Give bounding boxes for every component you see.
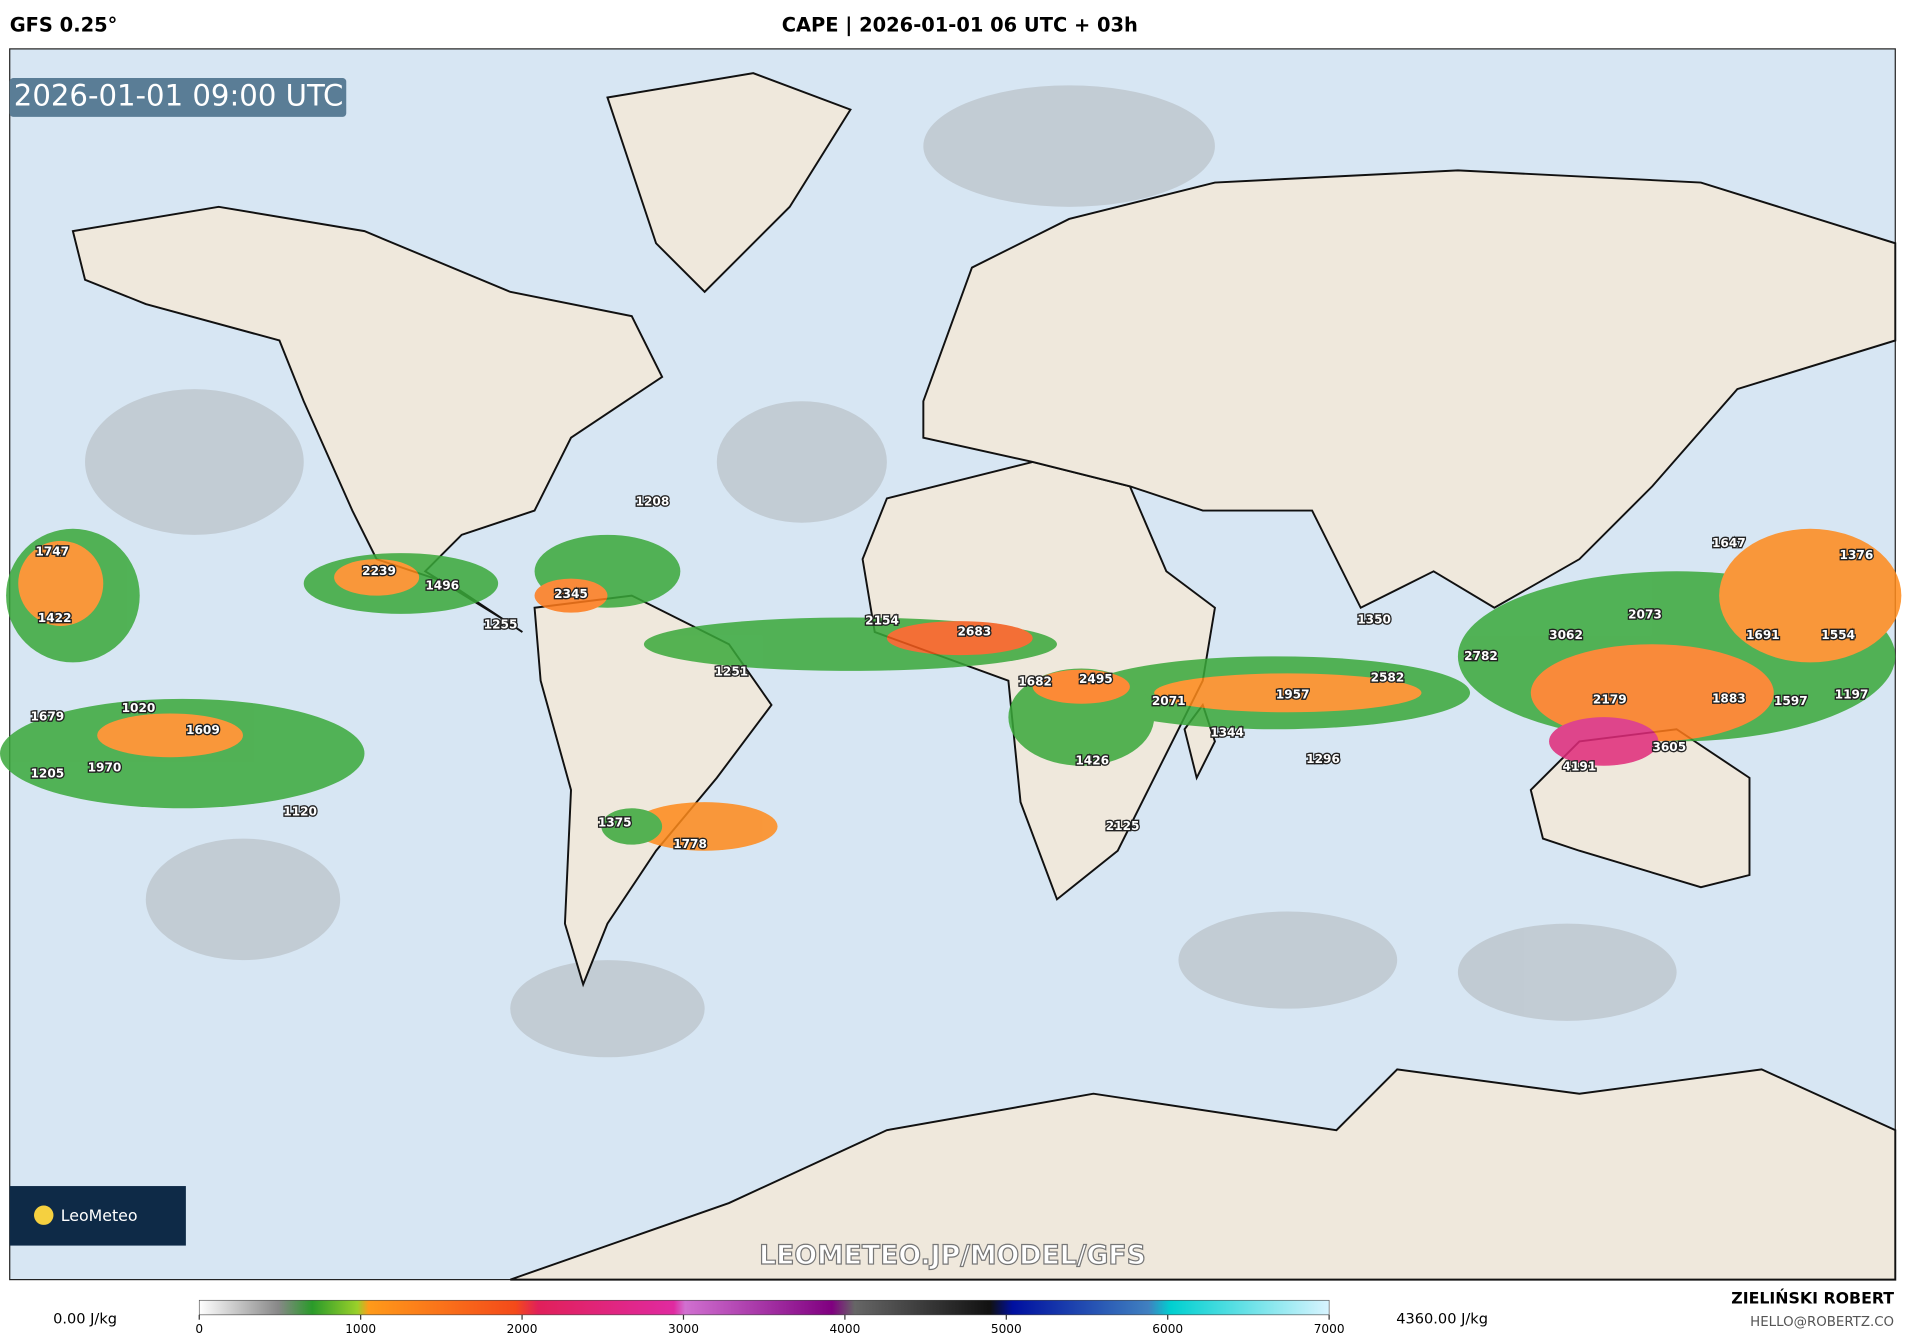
cape-label: 2179 <box>1593 693 1627 707</box>
continent <box>606 72 852 294</box>
cape-label: 1496 <box>425 578 459 592</box>
cape-label: 2345 <box>554 587 588 601</box>
cape-label: 2582 <box>1371 671 1405 685</box>
cape-label: 2782 <box>1464 649 1498 663</box>
continent <box>922 169 1897 610</box>
cape-labels: 1747 2239 1496 1208 2345 1255 1422 2154 2683 1251… <box>29 493 1874 852</box>
cape-label: 1296 <box>1306 752 1340 766</box>
model-label: GFS 0.25° <box>10 13 118 36</box>
cape-label: 1883 <box>1712 691 1746 705</box>
cape-label: 2071 <box>1152 694 1186 708</box>
colorbar-tick-label: 7000 <box>1314 1322 1345 1336</box>
colorbar-max: 4360.00 J/kg <box>1396 1311 1488 1328</box>
logo-sun <box>34 1205 54 1225</box>
clouds <box>85 85 1677 1058</box>
colorbar-ticks: 0 1000 2000 3000 4000 5000 6000 7000 <box>195 1314 1345 1336</box>
cape-label: 1422 <box>38 611 72 625</box>
author-name: ZIELIŃSKI ROBERT <box>1731 1289 1894 1308</box>
cape-label: 1957 <box>1276 688 1310 702</box>
cape-label: 3062 <box>1549 628 1583 642</box>
cape-label: 1020 <box>122 701 156 715</box>
map: 1747 2239 1496 1208 2345 1255 1422 2154 2683 1251… <box>0 48 1902 1281</box>
cape-label: 1208 <box>636 495 670 509</box>
cape-label: 1691 <box>1746 628 1780 642</box>
cape-label: 1597 <box>1774 694 1808 708</box>
cape-label: 1679 <box>31 710 65 724</box>
cape-label: 1747 <box>35 544 69 558</box>
cape-label: 1970 <box>88 761 122 775</box>
colorbar-tick-label: 2000 <box>507 1322 538 1336</box>
colorbar-min: 0.00 J/kg <box>53 1311 117 1328</box>
cape-label: 1554 <box>1821 628 1855 642</box>
timestamp-box <box>9 78 347 117</box>
cape-label: 2125 <box>1106 819 1140 833</box>
watermark: LEOMETEO.JP/MODEL/GFS <box>759 1240 1146 1271</box>
cape-label: 1647 <box>1712 536 1746 550</box>
colorbar-tick-label: 0 <box>195 1322 203 1336</box>
cape-label: 1778 <box>673 837 707 851</box>
timestamp: 2026-01-01 09:00 UTC <box>14 78 344 112</box>
cape-label: 1344 <box>1210 725 1244 739</box>
cape-label: 1375 <box>598 815 632 829</box>
cape-label: 3605 <box>1652 740 1686 754</box>
cape-label: 1609 <box>186 723 220 737</box>
cape-label: 2239 <box>362 564 396 578</box>
cape-label: 1426 <box>1075 753 1109 767</box>
cape-label: 1255 <box>484 617 518 631</box>
cape-label: 1350 <box>1357 612 1391 626</box>
cape-label: 1376 <box>1840 548 1874 562</box>
colorbar-tick-label: 5000 <box>991 1322 1022 1336</box>
map-title: CAPE | 2026-01-01 06 UTC + 03h <box>782 13 1138 36</box>
cape-label: 2073 <box>1628 608 1662 622</box>
colorbar-tick-label: 6000 <box>1152 1322 1183 1336</box>
colorbar-tick-label: 1000 <box>345 1322 376 1336</box>
cape-label: 2495 <box>1079 672 1113 686</box>
colorbar <box>198 1299 1330 1316</box>
cape-label: 2683 <box>957 625 991 639</box>
cape-label: 1251 <box>715 665 749 679</box>
cape-label: 1197 <box>1835 688 1869 702</box>
cape-label: 1120 <box>283 804 317 818</box>
cape-label: 1205 <box>31 767 65 781</box>
author-email: HELLO@ROBERTZ.CO <box>1750 1315 1894 1330</box>
logo: LeoMeteo <box>61 1206 138 1225</box>
convection <box>0 528 1902 851</box>
cape-label: 4191 <box>1563 759 1597 773</box>
continent <box>509 1068 1897 1281</box>
colorbar-tick-label: 3000 <box>668 1322 699 1336</box>
cape-label: 1682 <box>1018 674 1052 688</box>
cape-label: 2154 <box>865 614 899 628</box>
colorbar-tick-label: 4000 <box>829 1322 860 1336</box>
